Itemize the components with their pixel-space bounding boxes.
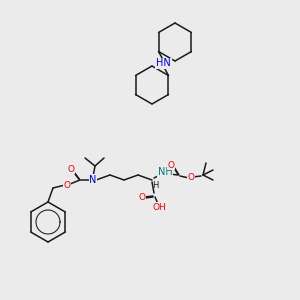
Text: O: O [64, 181, 70, 190]
Text: H: H [152, 182, 158, 190]
Text: HN: HN [156, 58, 171, 68]
Text: O: O [188, 173, 194, 182]
Text: OH: OH [152, 202, 166, 211]
Text: O: O [139, 194, 145, 202]
Text: N: N [89, 175, 97, 185]
Text: NH: NH [158, 167, 172, 177]
Text: O: O [167, 160, 175, 169]
Text: O: O [68, 164, 74, 173]
